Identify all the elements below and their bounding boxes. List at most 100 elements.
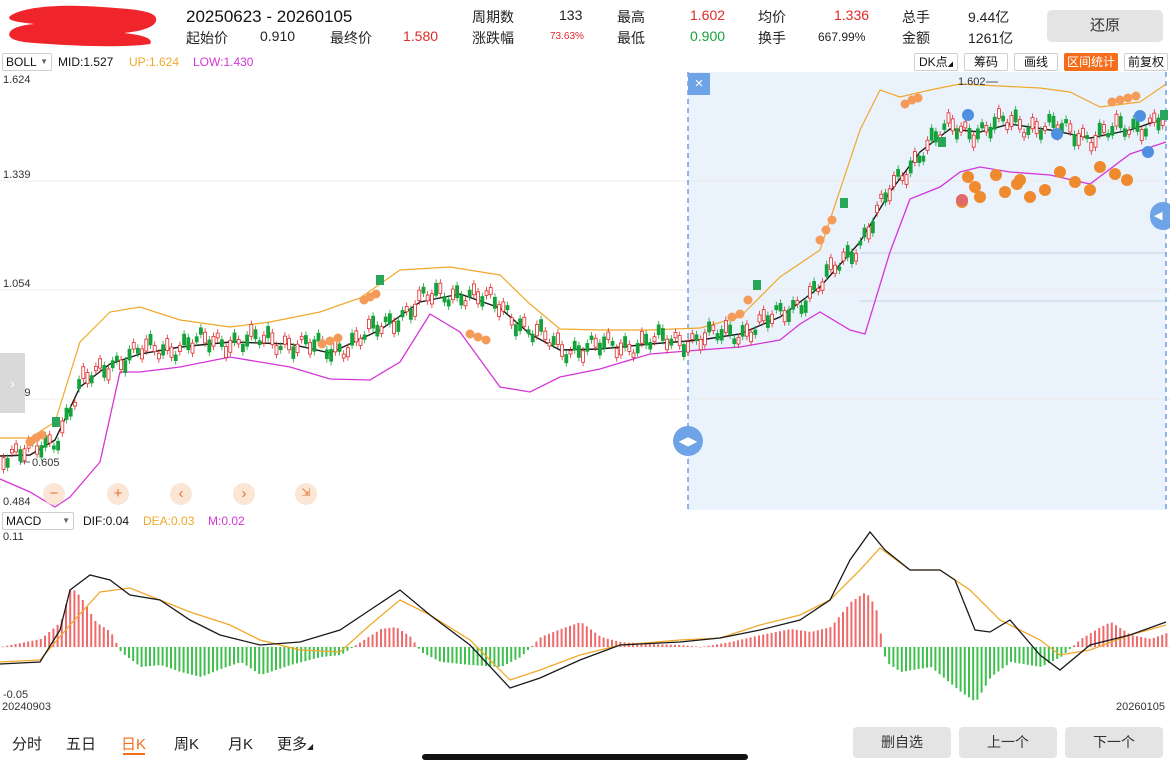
macd-histogram-bar — [317, 647, 319, 658]
candle-body — [253, 329, 258, 340]
macd-histogram-bar — [199, 647, 202, 677]
dk-point-button[interactable]: DK点◢ — [914, 53, 958, 71]
boll-indicator-name: BOLL — [6, 55, 37, 69]
next-button[interactable]: 下一个 — [1065, 727, 1163, 758]
macd-histogram-bar — [115, 642, 118, 647]
macd-histogram-bar — [518, 647, 521, 658]
macd-histogram-bar — [1152, 637, 1155, 647]
range-stats-button[interactable]: 区间统计 — [1064, 53, 1118, 71]
tab-more[interactable]: 更多◢ — [277, 736, 314, 753]
macd-histogram-bar — [350, 647, 353, 649]
macd-histogram-bar — [1085, 635, 1088, 647]
close-icon[interactable]: × — [688, 73, 710, 95]
tab-weekly-k[interactable]: 周K — [174, 736, 200, 753]
macd-indicator-select[interactable]: MACD ▼ — [2, 512, 74, 530]
macd-histogram-bar — [598, 635, 601, 647]
macd-histogram-bar — [136, 647, 139, 665]
candle-body — [1009, 115, 1014, 127]
candle-body — [560, 344, 564, 357]
candle-body — [228, 339, 233, 353]
candle-body — [585, 343, 590, 352]
candle-body — [862, 227, 867, 238]
forward-adjust-button[interactable]: 前复权 — [1124, 53, 1168, 71]
candle-body — [766, 315, 770, 328]
dropdown-arrow-icon: ▼ — [40, 57, 48, 66]
macd-chart[interactable] — [0, 530, 1170, 715]
macd-histogram-bar — [501, 647, 504, 667]
macd-histogram-bar — [493, 647, 496, 667]
candle-body — [1097, 122, 1102, 136]
sequence-marker — [900, 99, 910, 109]
trade-signal-marker — [1084, 184, 1096, 196]
macd-histogram-bar — [938, 647, 941, 675]
chevron-left-icon[interactable]: ‹ — [170, 483, 192, 505]
drag-handle-icon[interactable]: ◀▶ — [673, 426, 703, 456]
boll-indicator-select[interactable]: BOLL ▼ — [2, 53, 52, 71]
tab-daily-k[interactable]: 日K — [121, 736, 147, 753]
y-axis-label-bottom: 0.484 — [3, 496, 31, 508]
tab-five-day[interactable]: 五日 — [66, 736, 97, 753]
macd-histogram-bar — [102, 627, 105, 647]
expand-left-handle[interactable]: › — [0, 353, 25, 413]
macd-histogram-bar — [405, 633, 408, 647]
macd-histogram-bar — [371, 634, 374, 647]
candle-body — [18, 449, 23, 462]
candle-body — [295, 343, 300, 353]
chevron-right-icon[interactable]: › — [233, 483, 255, 505]
tab-intraday[interactable]: 分时 — [12, 736, 43, 753]
avg-price-value: 1.336 — [834, 7, 870, 23]
macd-histogram-bar — [283, 647, 286, 668]
plus-icon[interactable]: + — [107, 483, 129, 505]
chip-distribution-button[interactable]: 筹码 — [964, 53, 1008, 71]
candle-body — [425, 294, 430, 302]
macd-histogram-bar — [157, 647, 160, 666]
candle-body — [492, 296, 497, 309]
candle-body — [808, 286, 812, 299]
candle-body — [833, 264, 837, 274]
macd-histogram-bar — [779, 631, 781, 647]
candle-body — [900, 175, 905, 181]
drag-handle-icon[interactable]: ◀ — [1150, 202, 1170, 230]
candle-body — [724, 320, 728, 333]
candle-body — [1030, 117, 1035, 130]
candle-body — [484, 290, 489, 296]
tab-monthly-k[interactable]: 月K — [228, 736, 254, 753]
macd-histogram-bar — [548, 633, 550, 647]
candle-body — [1043, 126, 1047, 131]
candle-body — [106, 368, 111, 381]
candle-body — [232, 332, 237, 343]
remove-watchlist-button[interactable]: 删自选 — [853, 727, 951, 758]
sequence-nine-marker — [753, 280, 761, 290]
candle-body — [997, 108, 1001, 119]
candle-body — [719, 329, 724, 341]
kline-chart[interactable] — [0, 72, 1170, 510]
restore-button[interactable]: 还原 — [1047, 10, 1163, 42]
macd-histogram-bar — [934, 647, 937, 671]
macd-histogram-bar — [56, 624, 59, 647]
candle-body — [812, 281, 816, 291]
previous-button[interactable]: 上一个 — [959, 727, 1057, 758]
candle-body — [81, 366, 86, 379]
macd-histogram-bar — [543, 635, 546, 647]
draw-line-button[interactable]: 画线 — [1014, 53, 1058, 71]
macd-histogram-bar — [338, 647, 340, 656]
macd-indicator-name: MACD — [6, 514, 42, 528]
candle-body — [619, 342, 623, 356]
macd-histogram-bar — [300, 647, 303, 663]
candle-body — [1089, 142, 1094, 152]
candle-body — [450, 288, 455, 301]
macd-histogram-bar — [443, 647, 445, 663]
candle-body — [94, 366, 98, 372]
sequence-marker — [325, 336, 335, 346]
macd-histogram-bar — [35, 639, 38, 647]
candle-body — [795, 300, 800, 305]
macd-histogram-bar — [287, 647, 290, 666]
candle-body — [52, 445, 56, 450]
start-price-value: 0.910 — [260, 28, 296, 44]
collapse-arrows-icon[interactable]: ⇲ — [295, 483, 317, 505]
macd-histogram-bar — [955, 647, 958, 689]
candle-body — [1018, 119, 1022, 130]
minus-icon[interactable]: − — [43, 483, 65, 505]
macd-histogram-bar — [73, 590, 76, 647]
trade-signal-marker — [1121, 174, 1133, 186]
